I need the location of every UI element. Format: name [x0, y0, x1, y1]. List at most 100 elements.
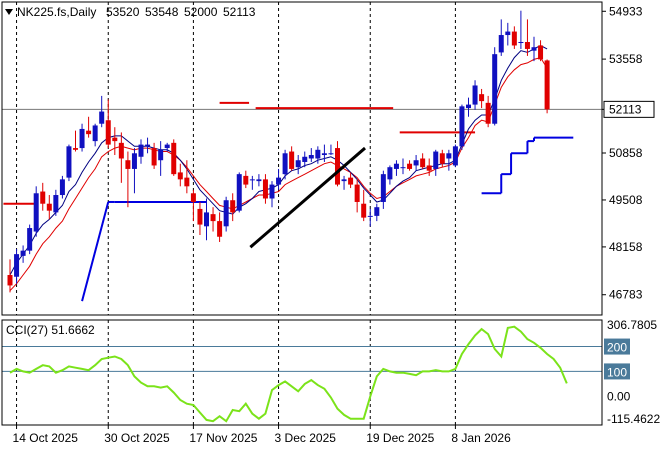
- candle-body: [105, 120, 111, 145]
- candle-body: [538, 45, 544, 60]
- candle-body: [138, 144, 144, 157]
- candle-body: [33, 193, 39, 232]
- symbol-label: NK225.fs,Daily: [17, 5, 96, 19]
- price-tick-label: 53558: [609, 52, 643, 66]
- candle-body: [46, 203, 52, 211]
- trendline-segment: [249, 146, 366, 249]
- support-resistance-steps: [3, 101, 574, 302]
- cci-tick-label: 0.00: [607, 389, 631, 403]
- x-tick-label: 30 Oct 2025: [104, 431, 170, 445]
- candle-body: [164, 144, 170, 149]
- candle-body: [295, 160, 301, 168]
- candle-body: [433, 151, 439, 169]
- x-tick-label: 14 Oct 2025: [13, 431, 79, 445]
- candle-body: [367, 215, 373, 217]
- candle-body: [393, 163, 399, 169]
- candle-body: [348, 177, 354, 185]
- candle-body: [79, 128, 85, 149]
- candle-body: [335, 148, 340, 185]
- candle-body: [518, 41, 524, 43]
- candle-body: [262, 179, 268, 199]
- candle-body: [158, 149, 164, 161]
- price-tick-label: 52113: [609, 102, 642, 116]
- candle-body: [387, 167, 393, 180]
- price-tick-label: 49508: [609, 193, 643, 207]
- cci-panel-frame: [1, 319, 603, 426]
- price-tick-label: 48158: [609, 240, 643, 254]
- candle-body: [151, 148, 157, 166]
- ohlc-low: 52000: [184, 5, 218, 19]
- candle-body: [59, 179, 65, 196]
- candle-body: [249, 179, 255, 181]
- candle-body: [321, 153, 327, 156]
- candle-body: [439, 153, 445, 164]
- price-tick-label: 50858: [609, 146, 643, 160]
- x-tick-label: 8 Jan 2026: [451, 431, 511, 445]
- gridlines: [2, 2, 602, 425]
- candle-body: [531, 47, 537, 51]
- candle-body: [197, 208, 203, 225]
- candle-body: [452, 146, 458, 166]
- candle-body: [66, 146, 72, 178]
- candle-body: [73, 148, 78, 150]
- candle-body: [217, 221, 223, 237]
- candle-body: [112, 137, 118, 142]
- cci-tick-label: 100: [607, 365, 627, 379]
- candle-body: [459, 106, 465, 147]
- candle-body: [27, 228, 33, 251]
- candle-body: [7, 275, 13, 286]
- candle-body: [223, 200, 229, 227]
- cci-line: [9, 325, 568, 423]
- candle-body: [171, 142, 177, 175]
- price-panel-frame: [1, 1, 603, 316]
- candle-body: [210, 214, 216, 222]
- cci-level-box: [604, 363, 630, 380]
- candle-body: [14, 254, 20, 277]
- cci-tick-label: 200: [607, 341, 627, 355]
- ohlc-close: 52113: [223, 5, 256, 19]
- cci-panel: [2, 325, 602, 423]
- candle-body: [204, 212, 209, 227]
- x-tick-label: 17 Nov 2025: [189, 431, 257, 445]
- candle-body: [20, 250, 26, 256]
- trendline: [249, 146, 366, 249]
- candle-body: [505, 31, 511, 36]
- candle-body: [361, 203, 367, 218]
- triangle-down-icon: [5, 9, 13, 15]
- candle-body: [118, 142, 124, 159]
- candles: [7, 10, 550, 293]
- candle-body: [177, 172, 183, 180]
- candle-body: [413, 160, 419, 166]
- candle-body: [400, 167, 406, 169]
- candle-body: [354, 184, 360, 202]
- candle-body: [315, 149, 321, 159]
- ohlc-open: 53520: [106, 5, 140, 19]
- price-tick-label: 46783: [609, 288, 643, 302]
- cci-level-box: [604, 338, 630, 355]
- candle-body: [498, 35, 504, 53]
- candle-body: [524, 41, 530, 49]
- candle-body: [256, 179, 262, 182]
- candle-body: [380, 174, 386, 202]
- candle-body: [269, 184, 275, 199]
- candle-body: [374, 207, 380, 216]
- candle-body: [53, 195, 59, 213]
- candle-body: [230, 200, 236, 213]
- candle-body: [492, 54, 498, 124]
- candle-body: [86, 130, 92, 135]
- candle-body: [276, 177, 282, 185]
- candle-body: [426, 165, 432, 171]
- candle-body: [479, 94, 485, 102]
- cci-tick-label: -115.4622: [607, 412, 660, 426]
- candle-body: [184, 177, 190, 187]
- candle-body: [407, 163, 413, 169]
- cci-tick-label: 306.7805: [607, 318, 657, 332]
- candle-body: [511, 31, 517, 46]
- candle-body: [243, 175, 249, 185]
- candle-body: [236, 174, 242, 211]
- current-price-box: [603, 100, 655, 118]
- candle-body: [420, 158, 426, 168]
- x-tick-label: 19 Dec 2025: [366, 431, 434, 445]
